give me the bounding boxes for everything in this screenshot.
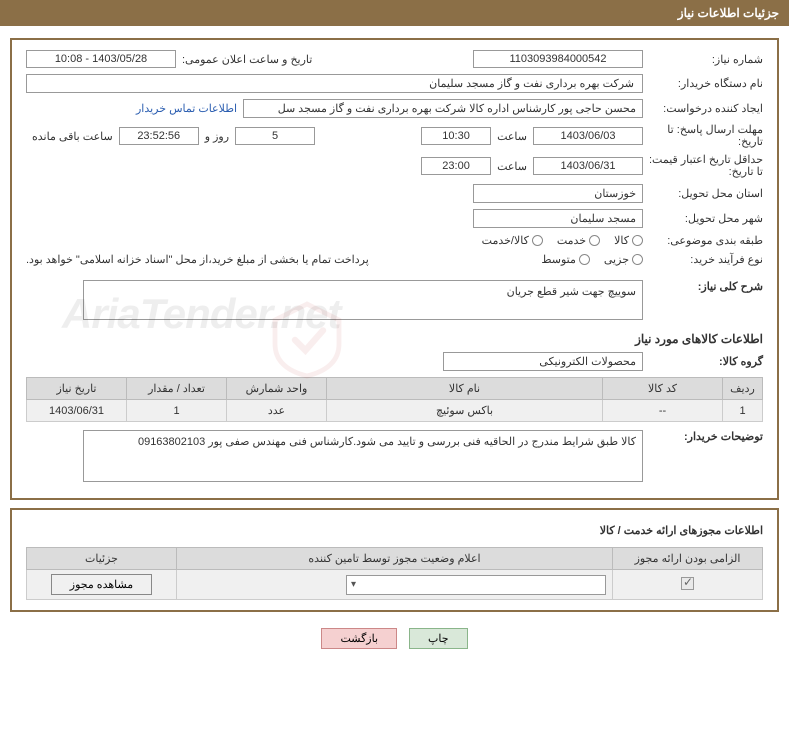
buyer-notes-textarea[interactable]: کالا طبق شرایط مندرج در الحاقیه فنی بررس…	[83, 430, 643, 482]
deadline-date: 1403/06/03	[533, 127, 643, 145]
radio-service-label: خدمت	[557, 234, 586, 247]
group-label: گروه کالا:	[643, 355, 763, 368]
radio-medium[interactable]	[579, 254, 590, 265]
validity-label: حداقل تاریخ اعتبار قیمت: تا تاریخ:	[643, 154, 763, 178]
contact-buyer-link[interactable]: اطلاعات تماس خریدار	[136, 102, 243, 115]
radio-goods-label: کالا	[614, 234, 629, 247]
radio-service[interactable]	[589, 235, 600, 246]
validity-time: 23:00	[421, 157, 491, 175]
items-table: ردیف کد کالا نام کالا واحد شمارش تعداد /…	[26, 377, 763, 422]
td-code: --	[603, 400, 723, 422]
lth-status: اعلام وضعیت مجوز توسط تامین کننده	[177, 548, 613, 570]
category-label: طبقه بندی موضوعی:	[643, 234, 763, 247]
requester-value: محسن حاجی پور کارشناس اداره کالا شرکت به…	[243, 99, 643, 118]
radio-partial-label: جزیی	[604, 253, 629, 266]
status-select[interactable]: ▾	[346, 575, 606, 595]
announce-date-value: 1403/05/28 - 10:08	[26, 50, 176, 68]
purchase-type-label: نوع فرآیند خرید:	[643, 253, 763, 266]
td-unit: عدد	[227, 400, 327, 422]
th-date: تاریخ نیاز	[27, 378, 127, 400]
need-number-label: شماره نیاز:	[643, 53, 763, 66]
deadline-time: 10:30	[421, 127, 491, 145]
th-name: نام کالا	[327, 378, 603, 400]
summary-textarea[interactable]: سوییچ جهت شیر قطع جریان	[83, 280, 643, 320]
license-table: الزامی بودن ارائه مجوز اعلام وضعیت مجوز …	[26, 547, 763, 600]
purchase-type-radio-group: جزیی متوسط	[541, 253, 643, 266]
items-section-title: اطلاعات کالاهای مورد نیاز	[26, 332, 763, 346]
radio-goods[interactable]	[632, 235, 643, 246]
td-qty: 1	[127, 400, 227, 422]
main-info-panel: AriaTender.net شماره نیاز: 1103093984000…	[10, 38, 779, 500]
radio-partial[interactable]	[632, 254, 643, 265]
category-radio-group: کالا خدمت کالا/خدمت	[482, 234, 643, 247]
city-value: مسجد سلیمان	[473, 209, 643, 228]
view-license-button[interactable]: مشاهده مجوز	[51, 574, 152, 595]
license-panel: اطلاعات مجوزهای ارائه خدمت / کالا الزامی…	[10, 508, 779, 612]
page-header: جزئیات اطلاعات نیاز	[0, 0, 789, 26]
deadline-label: مهلت ارسال پاسخ: تا تاریخ:	[643, 124, 763, 148]
days-count: 5	[235, 127, 315, 145]
province-label: استان محل تحویل:	[643, 187, 763, 200]
summary-label: شرح کلی نیاز:	[643, 280, 763, 293]
th-unit: واحد شمارش	[227, 378, 327, 400]
announce-date-label: تاریخ و ساعت اعلان عمومی:	[176, 53, 318, 66]
requester-label: ایجاد کننده درخواست:	[643, 102, 763, 115]
th-code: کد کالا	[603, 378, 723, 400]
ltd-details: مشاهده مجوز	[27, 570, 177, 600]
validity-date: 1403/06/31	[533, 157, 643, 175]
buyer-org-value: شرکت بهره برداری نفت و گاز مسجد سلیمان	[26, 74, 643, 93]
license-section-title: اطلاعات مجوزهای ارائه خدمت / کالا	[26, 520, 763, 547]
td-row: 1	[723, 400, 763, 422]
radio-goods-service[interactable]	[532, 235, 543, 246]
footer-buttons: چاپ بازگشت	[0, 618, 789, 663]
city-label: شهر محل تحویل:	[643, 212, 763, 225]
group-value: محصولات الکترونیکی	[443, 352, 643, 371]
mandatory-checkbox[interactable]	[681, 577, 694, 590]
days-and-label: روز و	[199, 130, 235, 143]
td-date: 1403/06/31	[27, 400, 127, 422]
lth-mandatory: الزامی بودن ارائه مجوز	[613, 548, 763, 570]
chevron-down-icon: ▾	[351, 579, 356, 590]
need-number-value: 1103093984000542	[473, 50, 643, 68]
deadline-time-label: ساعت	[491, 130, 533, 143]
buyer-org-label: نام دستگاه خریدار:	[643, 77, 763, 90]
license-row: ▾ مشاهده مجوز	[27, 570, 763, 600]
remaining-label: ساعت باقی مانده	[26, 130, 119, 143]
purchase-note: پرداخت تمام یا بخشی از مبلغ خرید،از محل …	[26, 253, 541, 266]
radio-goods-service-label: کالا/خدمت	[482, 234, 529, 247]
th-qty: تعداد / مقدار	[127, 378, 227, 400]
th-row: ردیف	[723, 378, 763, 400]
remaining-time: 23:52:56	[119, 127, 199, 145]
table-row: 1 -- باکس سوئیچ عدد 1 1403/06/31	[27, 400, 763, 422]
buyer-notes-label: توضیحات خریدار:	[643, 430, 763, 443]
ltd-status: ▾	[177, 570, 613, 600]
lth-details: جزئیات	[27, 548, 177, 570]
print-button[interactable]: چاپ	[409, 628, 468, 649]
province-value: خوزستان	[473, 184, 643, 203]
validity-time-label: ساعت	[491, 160, 533, 173]
td-name: باکس سوئیچ	[327, 400, 603, 422]
radio-medium-label: متوسط	[541, 253, 576, 266]
ltd-mandatory	[613, 570, 763, 600]
back-button[interactable]: بازگشت	[321, 628, 397, 649]
